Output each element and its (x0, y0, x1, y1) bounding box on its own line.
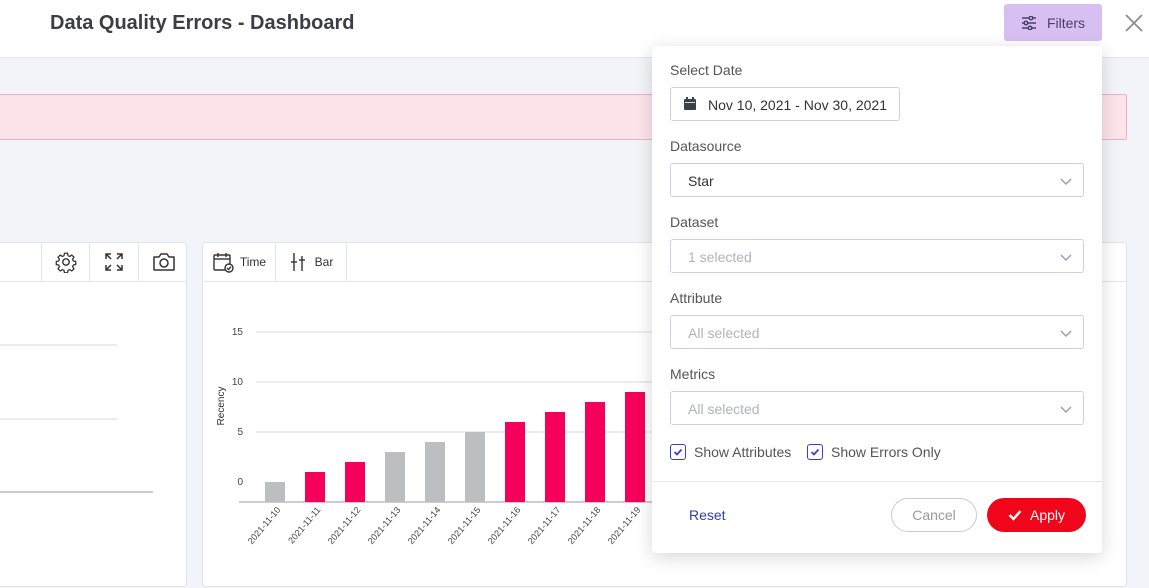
camera-icon (152, 253, 175, 271)
bar (545, 412, 565, 502)
bar-chart-icon (290, 253, 305, 271)
attribute-label: Attribute (670, 290, 723, 306)
apply-button[interactable]: Apply (987, 498, 1086, 532)
time-label: Time (239, 255, 267, 269)
expand-icon (105, 253, 123, 271)
cancel-label: Cancel (912, 507, 956, 523)
toolbar-divider (0, 281, 186, 282)
bar (425, 442, 445, 502)
checkmark-icon (1008, 510, 1022, 521)
show-errors-only-checkbox[interactable]: Show Errors Only (807, 444, 941, 460)
attribute-select[interactable]: All selected (670, 315, 1084, 349)
date-range-picker[interactable]: Nov 10, 2021 - Nov 30, 2021 (670, 87, 900, 121)
x-tick-label: 2021-11-12 (326, 505, 363, 546)
settings-button[interactable] (41, 243, 89, 281)
x-tick-label: 2021-11-11 (286, 505, 322, 546)
y-tick-label: 10 (232, 377, 244, 388)
x-tick-label: 2021-11-17 (526, 505, 563, 546)
fullscreen-button[interactable] (89, 243, 138, 281)
calendar-check-icon (213, 253, 234, 273)
select-date-label: Select Date (670, 62, 743, 78)
x-tick-label: 2021-11-18 (566, 505, 603, 546)
calendar-icon (684, 97, 696, 110)
left-chart-gridlines (0, 344, 153, 493)
dataset-label: Dataset (670, 214, 719, 230)
metrics-select[interactable]: All selected (670, 391, 1084, 425)
bar-label: Bar (314, 255, 334, 269)
chevron-down-icon (1060, 178, 1072, 185)
bar (385, 452, 405, 502)
close-icon (1125, 14, 1143, 32)
chevron-down-icon (1060, 406, 1072, 413)
bar-button[interactable]: Bar (275, 243, 347, 281)
screenshot-button[interactable] (138, 243, 188, 281)
time-button[interactable]: Time (203, 243, 275, 281)
page-title: Data Quality Errors - Dashboard (50, 12, 355, 34)
x-tick-label: 2021-11-10 (246, 505, 283, 546)
bar (505, 422, 525, 502)
metrics-label: Metrics (670, 366, 716, 382)
top-header: Data Quality Errors - Dashboard Filters (0, 0, 1149, 58)
cancel-button[interactable]: Cancel (891, 498, 977, 532)
bar (625, 392, 645, 502)
sliders-icon (1021, 15, 1036, 30)
x-tick-label: 2021-11-15 (446, 505, 483, 546)
attribute-placeholder: All selected (688, 325, 760, 341)
gear-icon (55, 252, 76, 273)
y-tick-label: 15 (232, 327, 244, 338)
x-tick-label: 2021-11-13 (366, 505, 403, 546)
filters-label: Filters (1046, 14, 1086, 31)
x-tick-label: 2021-11-14 (406, 505, 443, 546)
dataset-select[interactable]: 1 selected (670, 239, 1084, 273)
show-attributes-label: Show Attributes (694, 444, 792, 460)
bar (345, 462, 365, 502)
datasource-value: Star (688, 173, 714, 189)
footer-divider (652, 481, 1102, 482)
bar (465, 432, 485, 502)
bar (305, 472, 325, 502)
left-chart-panel (0, 242, 187, 587)
checkbox-checked-icon (670, 444, 686, 460)
chevron-down-icon (1060, 254, 1072, 261)
dataset-placeholder: 1 selected (688, 249, 752, 265)
close-button[interactable] (1122, 11, 1146, 35)
y-tick-label: 5 (237, 427, 243, 438)
date-range-value: Nov 10, 2021 - Nov 30, 2021 (708, 97, 888, 113)
datasource-select[interactable]: Star (670, 163, 1084, 197)
filters-button[interactable]: Filters (1004, 4, 1102, 41)
x-tick-label: 2021-11-19 (606, 505, 643, 546)
datasource-label: Datasource (670, 138, 742, 154)
show-errors-only-label: Show Errors Only (831, 444, 941, 460)
chevron-down-icon (1060, 330, 1072, 337)
y-tick-label: 0 (237, 477, 243, 488)
show-attributes-checkbox[interactable]: Show Attributes (670, 444, 791, 460)
reset-button[interactable]: Reset (689, 507, 726, 523)
bar (585, 402, 605, 502)
metrics-placeholder: All selected (688, 401, 760, 417)
bar (265, 482, 285, 502)
checkbox-checked-icon (807, 444, 823, 460)
apply-label: Apply (1029, 507, 1066, 523)
filter-panel: Select Date Nov 10, 2021 - Nov 30, 2021 … (652, 46, 1102, 553)
x-tick-label: 2021-11-16 (486, 505, 523, 546)
y-axis-title: Recency (216, 387, 227, 426)
